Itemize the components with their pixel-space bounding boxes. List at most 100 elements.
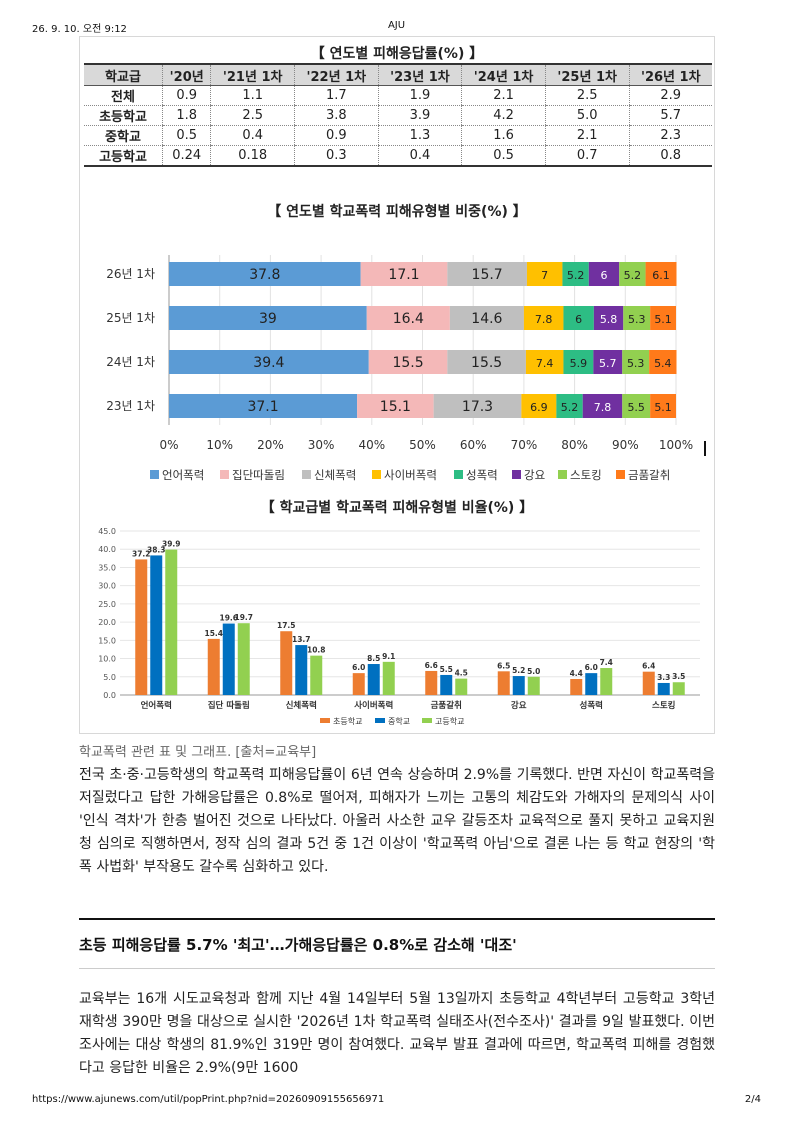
stacked-bar-segment: [525, 350, 564, 374]
rate-table-cell: 중학교: [84, 125, 163, 146]
stacked-bar-data-label: 7.8: [594, 401, 612, 414]
stacked-bar-segment: [582, 394, 623, 418]
stacked-bar-segment: [563, 306, 594, 330]
rate-table-row: 전체 0.9 1.1 1.7 1.9 2.1 2.5 2.9: [84, 85, 712, 106]
x-tick-label: 0%: [159, 438, 178, 452]
grouped-bar: [367, 664, 380, 695]
stacked-bar-segment: [650, 306, 676, 330]
stacked-bar-segment: [563, 350, 594, 374]
y-tick-label: 15.0: [98, 636, 116, 645]
rate-table-cell: 5.0: [544, 105, 629, 126]
grouped-bar: [352, 673, 365, 695]
stacked-bar-segment: [447, 262, 527, 286]
rate-table-cell: 1.6: [461, 125, 546, 146]
rate-table-cell: 1.8: [161, 105, 211, 126]
rate-table-column-header: '21년 1차: [210, 63, 295, 86]
stacked-bar-segment: [526, 262, 563, 286]
stacked-bar-segment: [622, 350, 650, 374]
legend-swatch: [150, 470, 159, 479]
rate-table-header-row: 학교급 '20년 '21년 1차 '22년 1차 '23년 1차 '24년 1차 '25년 …: [84, 63, 712, 86]
grouped-bar: [512, 676, 525, 695]
stacked-bar-data-label: 5.7: [599, 357, 617, 370]
stacked-bar-data-label: 5.1: [654, 401, 672, 414]
stacked-bar-segment: [523, 306, 564, 330]
grouped-bar: [570, 678, 583, 695]
rate-table-cell: 1.9: [377, 85, 462, 106]
rate-table-cell: 4.2: [461, 105, 546, 126]
rate-table-cell: 0.18: [210, 145, 295, 167]
grouped-bar: [672, 682, 685, 695]
legend-swatch: [422, 718, 432, 723]
rate-table: 학교급 '20년 '21년 1차 '22년 1차 '23년 1차 '24년 1차 '25년 …: [84, 63, 712, 167]
grouped-bar: [642, 671, 655, 695]
y-category-label: 25년 1차: [106, 311, 155, 325]
grouped-bar: [207, 638, 220, 695]
rate-table-cell: 0.24: [161, 145, 211, 167]
legend-label: 집단따돌림: [232, 468, 285, 482]
legend-swatch: [558, 470, 567, 479]
rate-table-row: 초등학교 1.8 2.5 3.8 3.9 4.2 5.0 5.7: [84, 105, 712, 126]
stacked-bar-segment: [650, 394, 676, 418]
rate-table-cell: 2.9: [628, 85, 712, 106]
stacked-bar-data-label: 5.2: [561, 401, 579, 414]
stacked-bar-data-label: 7.4: [536, 357, 554, 370]
stacked-bar-segment: [169, 306, 367, 330]
x-tick-label: 30%: [308, 438, 335, 452]
stacked-bar-data-label: 5.1: [654, 313, 672, 326]
print-header: 26. 9. 10. 오전 9:12 AJU: [32, 20, 761, 35]
stacked-bar-segment: [169, 262, 361, 286]
grouped-bar: [295, 645, 308, 695]
x-tick-label: 20%: [257, 438, 284, 452]
grouped-bar-data-label: 5.0: [527, 667, 540, 676]
grouped-bar: [310, 655, 323, 695]
grouped-bar-data-label: 37.2: [132, 549, 151, 558]
x-tick-label: 10%: [206, 438, 233, 452]
stacked-bar-data-label: 5.2: [567, 269, 585, 282]
grouped-bar: [585, 673, 598, 695]
grouped-bar-data-label: 6.0: [352, 663, 365, 672]
stacked-bar-segment: [433, 394, 522, 418]
grouped-bar-data-label: 4.4: [570, 669, 583, 678]
rate-table-cell: 5.7: [628, 105, 712, 126]
print-datetime: 26. 9. 10. 오전 9:12: [32, 24, 127, 35]
grouped-bar-data-label: 15.4: [204, 629, 223, 638]
y-tick-label: 5.0: [103, 673, 116, 682]
rate-table-cell: 0.9: [161, 85, 211, 106]
y-category-label: 24년 1차: [106, 355, 155, 369]
grouped-bar-data-label: 13.7: [292, 635, 311, 644]
grouped-bar-data-label: 19.6: [219, 614, 238, 623]
grouped-bar: [165, 549, 178, 695]
grouped-bar: [237, 623, 250, 695]
rate-table-cell: 1.7: [294, 85, 379, 106]
rate-table-cell: 1.3: [377, 125, 462, 146]
stacked-bar-segment: [645, 262, 677, 286]
x-tick-label: 90%: [612, 438, 639, 452]
x-category-label: 스토킹: [652, 700, 675, 711]
stacked-bar-data-label: 6.1: [652, 269, 670, 282]
stacked-bar-data-label: 39: [259, 311, 277, 327]
stacked-bar-data-label: 6.9: [530, 401, 548, 414]
legend-label: 성폭력: [466, 468, 498, 482]
stacked-bar-segment: [169, 394, 358, 418]
x-category-label: 성폭력: [580, 700, 603, 711]
legend-label: 중학교: [388, 716, 410, 726]
print-site-name: AJU: [387, 20, 406, 31]
stacked-bar-data-label: 16.4: [393, 311, 424, 327]
legend-swatch: [616, 470, 625, 479]
grouped-bar-data-label: 6.6: [425, 661, 438, 670]
x-tick-label: 60%: [460, 438, 487, 452]
legend-label: 금품갈취: [628, 468, 670, 482]
rate-table-cell: 0.4: [210, 125, 295, 146]
stacked-bar-segment: [360, 262, 448, 286]
stacked-bar-segment: [562, 262, 589, 286]
x-category-label: 신체폭력: [286, 700, 317, 711]
rate-table-cell: 0.9: [294, 125, 379, 146]
rate-table-column-header: '22년 1차: [294, 63, 379, 86]
stacked-bar-data-label: 17.3: [462, 399, 493, 415]
legend-swatch: [512, 470, 521, 479]
rate-table-column-header: '25년 1차: [544, 63, 629, 86]
stacked-bar-data-label: 5.3: [627, 357, 645, 370]
grouped-bar-data-label: 8.5: [367, 654, 380, 663]
grouped-bar: [150, 555, 163, 695]
stacked-bar-data-label: 15.7: [472, 267, 503, 283]
